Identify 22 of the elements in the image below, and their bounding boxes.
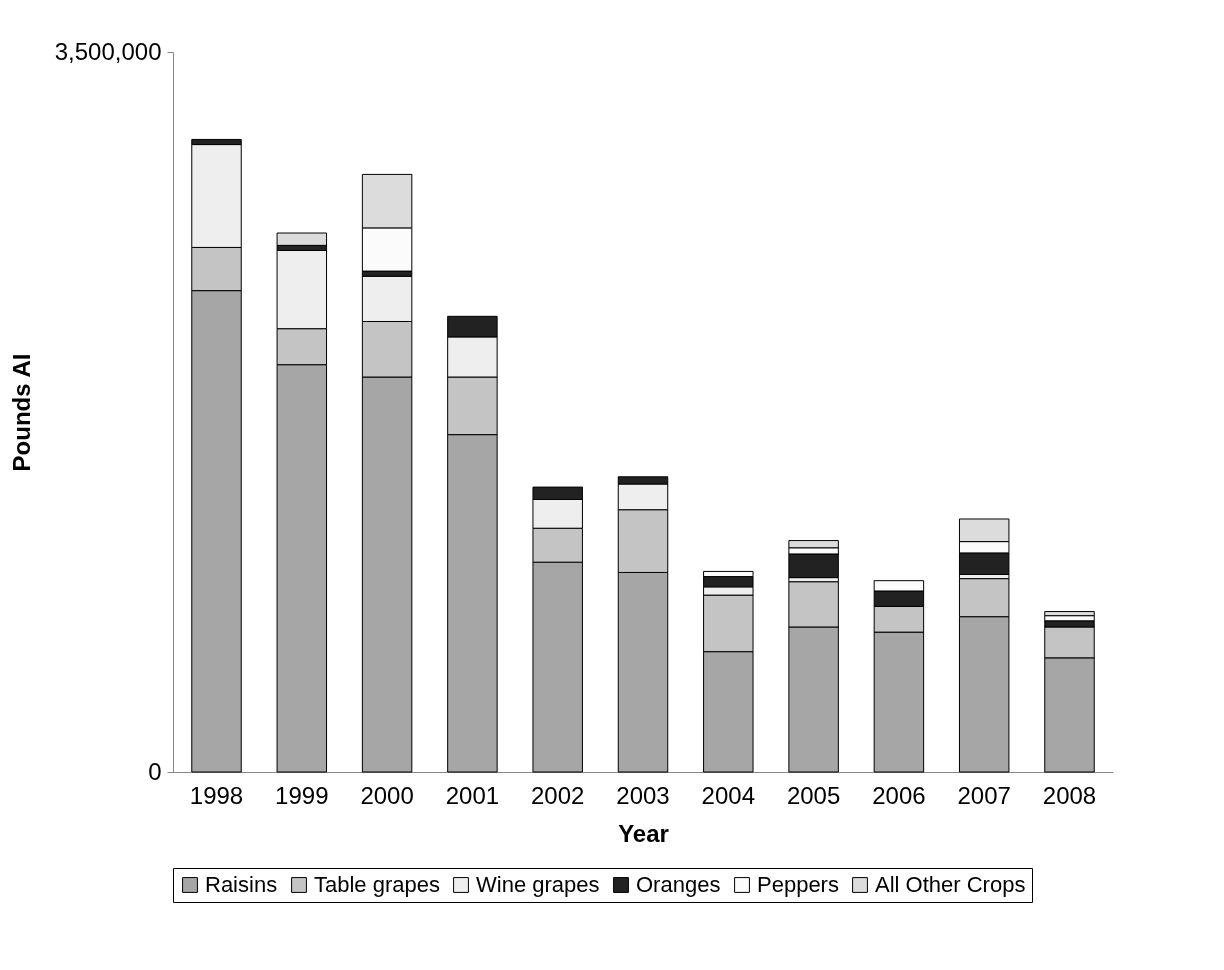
x-tick-label: 2004 xyxy=(701,781,755,809)
x-axis-title: Year xyxy=(618,819,669,847)
x-tick-label: 2008 xyxy=(1042,781,1097,809)
legend-label: All Other Crops xyxy=(875,872,1026,897)
legend-label: Table grapes xyxy=(314,872,440,897)
legend-label: Oranges xyxy=(636,872,721,897)
y-axis-title: Pounds AI xyxy=(7,353,35,472)
x-tick-label: 2006 xyxy=(872,781,926,809)
x-tick-label: 2005 xyxy=(786,781,841,809)
x-tick-label: 2003 xyxy=(616,781,670,809)
x-tick-label: 2007 xyxy=(957,781,1011,809)
legend-label: Peppers xyxy=(757,872,839,897)
x-tick-label: 1999 xyxy=(275,781,329,809)
legend-label: Raisins xyxy=(205,872,278,897)
y-tick-label: 0 xyxy=(148,757,162,785)
y-tick-label: 3,500,000 xyxy=(54,37,162,65)
x-tick-label: 2002 xyxy=(531,781,585,809)
legend-label: Wine grapes xyxy=(476,872,600,897)
bar xyxy=(1044,611,1095,617)
x-tick-label: 1998 xyxy=(189,781,244,809)
x-tick-label: 2001 xyxy=(445,781,500,809)
x-tick-label: 2000 xyxy=(360,781,414,809)
